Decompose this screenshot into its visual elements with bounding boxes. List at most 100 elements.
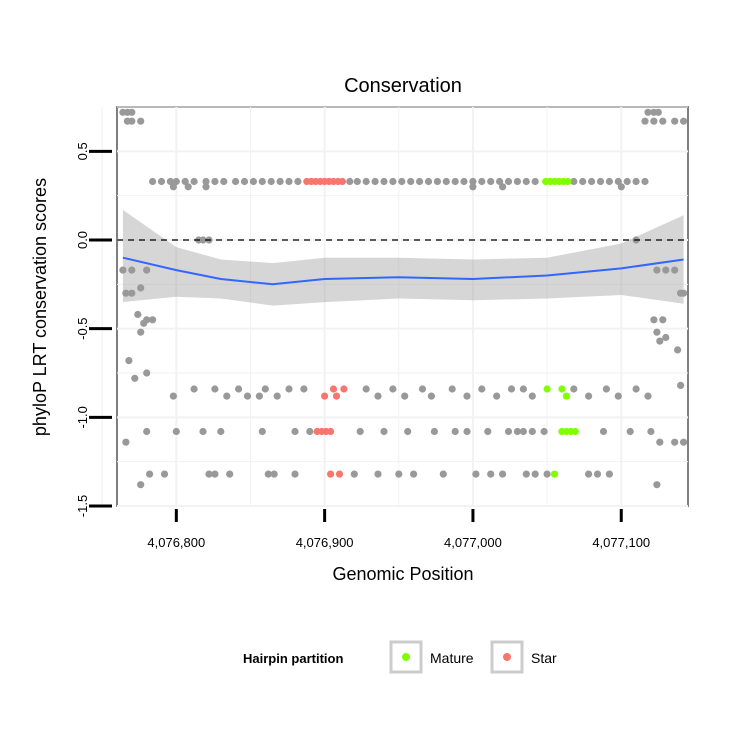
point-other: [478, 385, 486, 393]
point-other: [504, 177, 513, 186]
point-other: [291, 470, 299, 478]
point-other: [407, 177, 415, 186]
point-other: [614, 392, 622, 400]
point-other: [285, 385, 293, 393]
point-other: [143, 316, 151, 324]
y-tick-label: -1.0: [75, 406, 90, 428]
y-axis: -1.5 -1.0 -0.5 0.0 0.5: [75, 142, 112, 517]
point-other: [418, 385, 427, 393]
point-other: [656, 337, 664, 345]
point-other: [605, 177, 614, 186]
point-other: [641, 117, 649, 125]
y-tick-label: 0.0: [75, 231, 90, 249]
point-other: [371, 177, 379, 186]
point-other: [401, 392, 409, 400]
legend-dot-mature: [402, 653, 410, 661]
point-other: [122, 289, 130, 297]
point-star: [335, 470, 344, 478]
point-other: [499, 183, 507, 191]
point-other: [146, 470, 154, 478]
point-other: [389, 177, 397, 186]
point-other: [593, 470, 602, 478]
point-other: [398, 177, 406, 186]
point-other: [346, 177, 354, 186]
panel-background: [116, 106, 689, 507]
point-other: [267, 177, 275, 186]
point-other: [410, 470, 418, 478]
point-other: [235, 385, 243, 393]
point-other: [463, 392, 471, 400]
point-other: [122, 438, 130, 446]
point-other: [143, 369, 151, 377]
point-other: [656, 438, 664, 446]
y-tick-label: -1.5: [75, 495, 90, 517]
point-star: [332, 392, 341, 400]
confidence-band: [122, 209, 684, 306]
point-other: [623, 177, 631, 186]
point-other: [451, 427, 459, 436]
point-other: [137, 481, 145, 489]
point-other: [128, 266, 136, 274]
point-other: [487, 470, 495, 478]
point-other: [522, 470, 530, 478]
point-other: [211, 470, 219, 478]
point-other: [172, 427, 180, 436]
point-other: [632, 385, 640, 393]
point-other: [662, 266, 670, 274]
point-other: [353, 177, 361, 186]
point-other: [659, 316, 667, 324]
point-other: [306, 427, 314, 436]
point-other: [650, 117, 658, 125]
point-other: [137, 328, 145, 336]
point-other: [205, 470, 213, 478]
point-other: [211, 177, 219, 186]
point-other: [484, 427, 492, 436]
point-other: [143, 266, 151, 274]
point-other: [662, 333, 670, 342]
point-other: [540, 427, 548, 436]
point-other: [128, 289, 136, 297]
point-other: [181, 177, 189, 186]
legend: Hairpin partition Mature Star: [243, 640, 557, 674]
point-star: [321, 392, 329, 400]
point-other: [671, 438, 679, 446]
point-other: [374, 392, 382, 400]
point-other: [570, 385, 578, 393]
point-other: [211, 385, 219, 393]
point-other: [644, 108, 652, 116]
point-mature: [562, 392, 571, 400]
point-star: [338, 177, 346, 186]
point-other: [463, 427, 471, 436]
point-other: [519, 385, 528, 393]
point-other: [680, 117, 688, 125]
point-other: [430, 427, 438, 436]
point-other: [585, 392, 593, 400]
point-other: [149, 316, 157, 324]
legend-item-star: Star: [490, 640, 557, 674]
point-mature: [558, 385, 566, 393]
point-other: [650, 316, 658, 324]
point-other: [677, 381, 685, 389]
point-other: [585, 470, 593, 478]
point-other: [519, 427, 528, 436]
point-other: [617, 183, 625, 191]
point-other: [300, 385, 308, 393]
point-other: [137, 117, 145, 125]
chart-title: Conservation: [344, 75, 462, 97]
x-axis-title: Genomic Position: [332, 564, 473, 584]
point-star: [327, 427, 335, 436]
y-axis-title: phyloP LRT conservation scores: [30, 178, 50, 436]
point-other: [531, 470, 539, 478]
point-other: [599, 427, 608, 436]
point-other: [671, 117, 679, 125]
point-other: [261, 385, 269, 393]
point-other: [285, 177, 293, 186]
point-other: [404, 427, 412, 436]
point-other: [472, 470, 480, 478]
point-other: [570, 177, 578, 186]
point-other: [496, 177, 504, 186]
point-other: [674, 346, 682, 354]
point-other: [249, 177, 257, 186]
x-tick-label: 4,077,000: [444, 535, 502, 550]
legend-label-mature: Mature: [430, 650, 474, 666]
